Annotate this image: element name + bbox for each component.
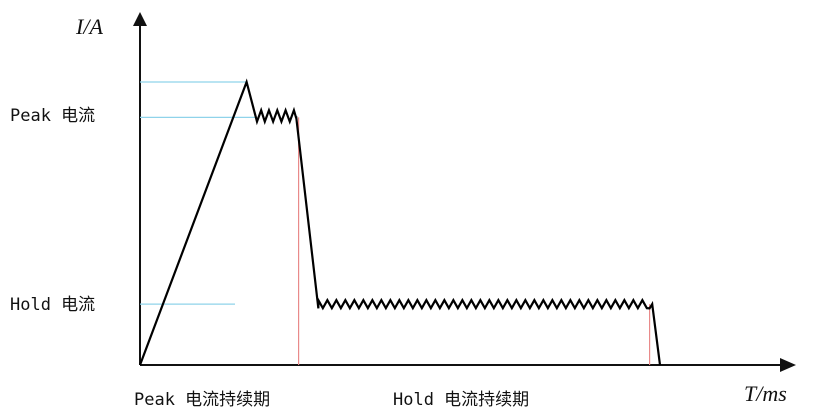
x-axis-label: T/ms	[744, 381, 787, 406]
y-axis-label: I/A	[75, 14, 103, 39]
y-axis-arrow-icon	[133, 12, 147, 26]
guide-lines	[140, 82, 650, 365]
x-axis-arrow-icon	[780, 358, 796, 372]
hold-current-label: Hold 电流	[10, 295, 95, 315]
peak-current-label: Peak 电流	[10, 106, 95, 126]
hold-duration-label: Hold 电流持续期	[393, 390, 529, 410]
axes	[133, 12, 796, 372]
current-waveform-line	[140, 82, 660, 365]
peak-duration-label: Peak 电流持续期	[134, 390, 270, 410]
